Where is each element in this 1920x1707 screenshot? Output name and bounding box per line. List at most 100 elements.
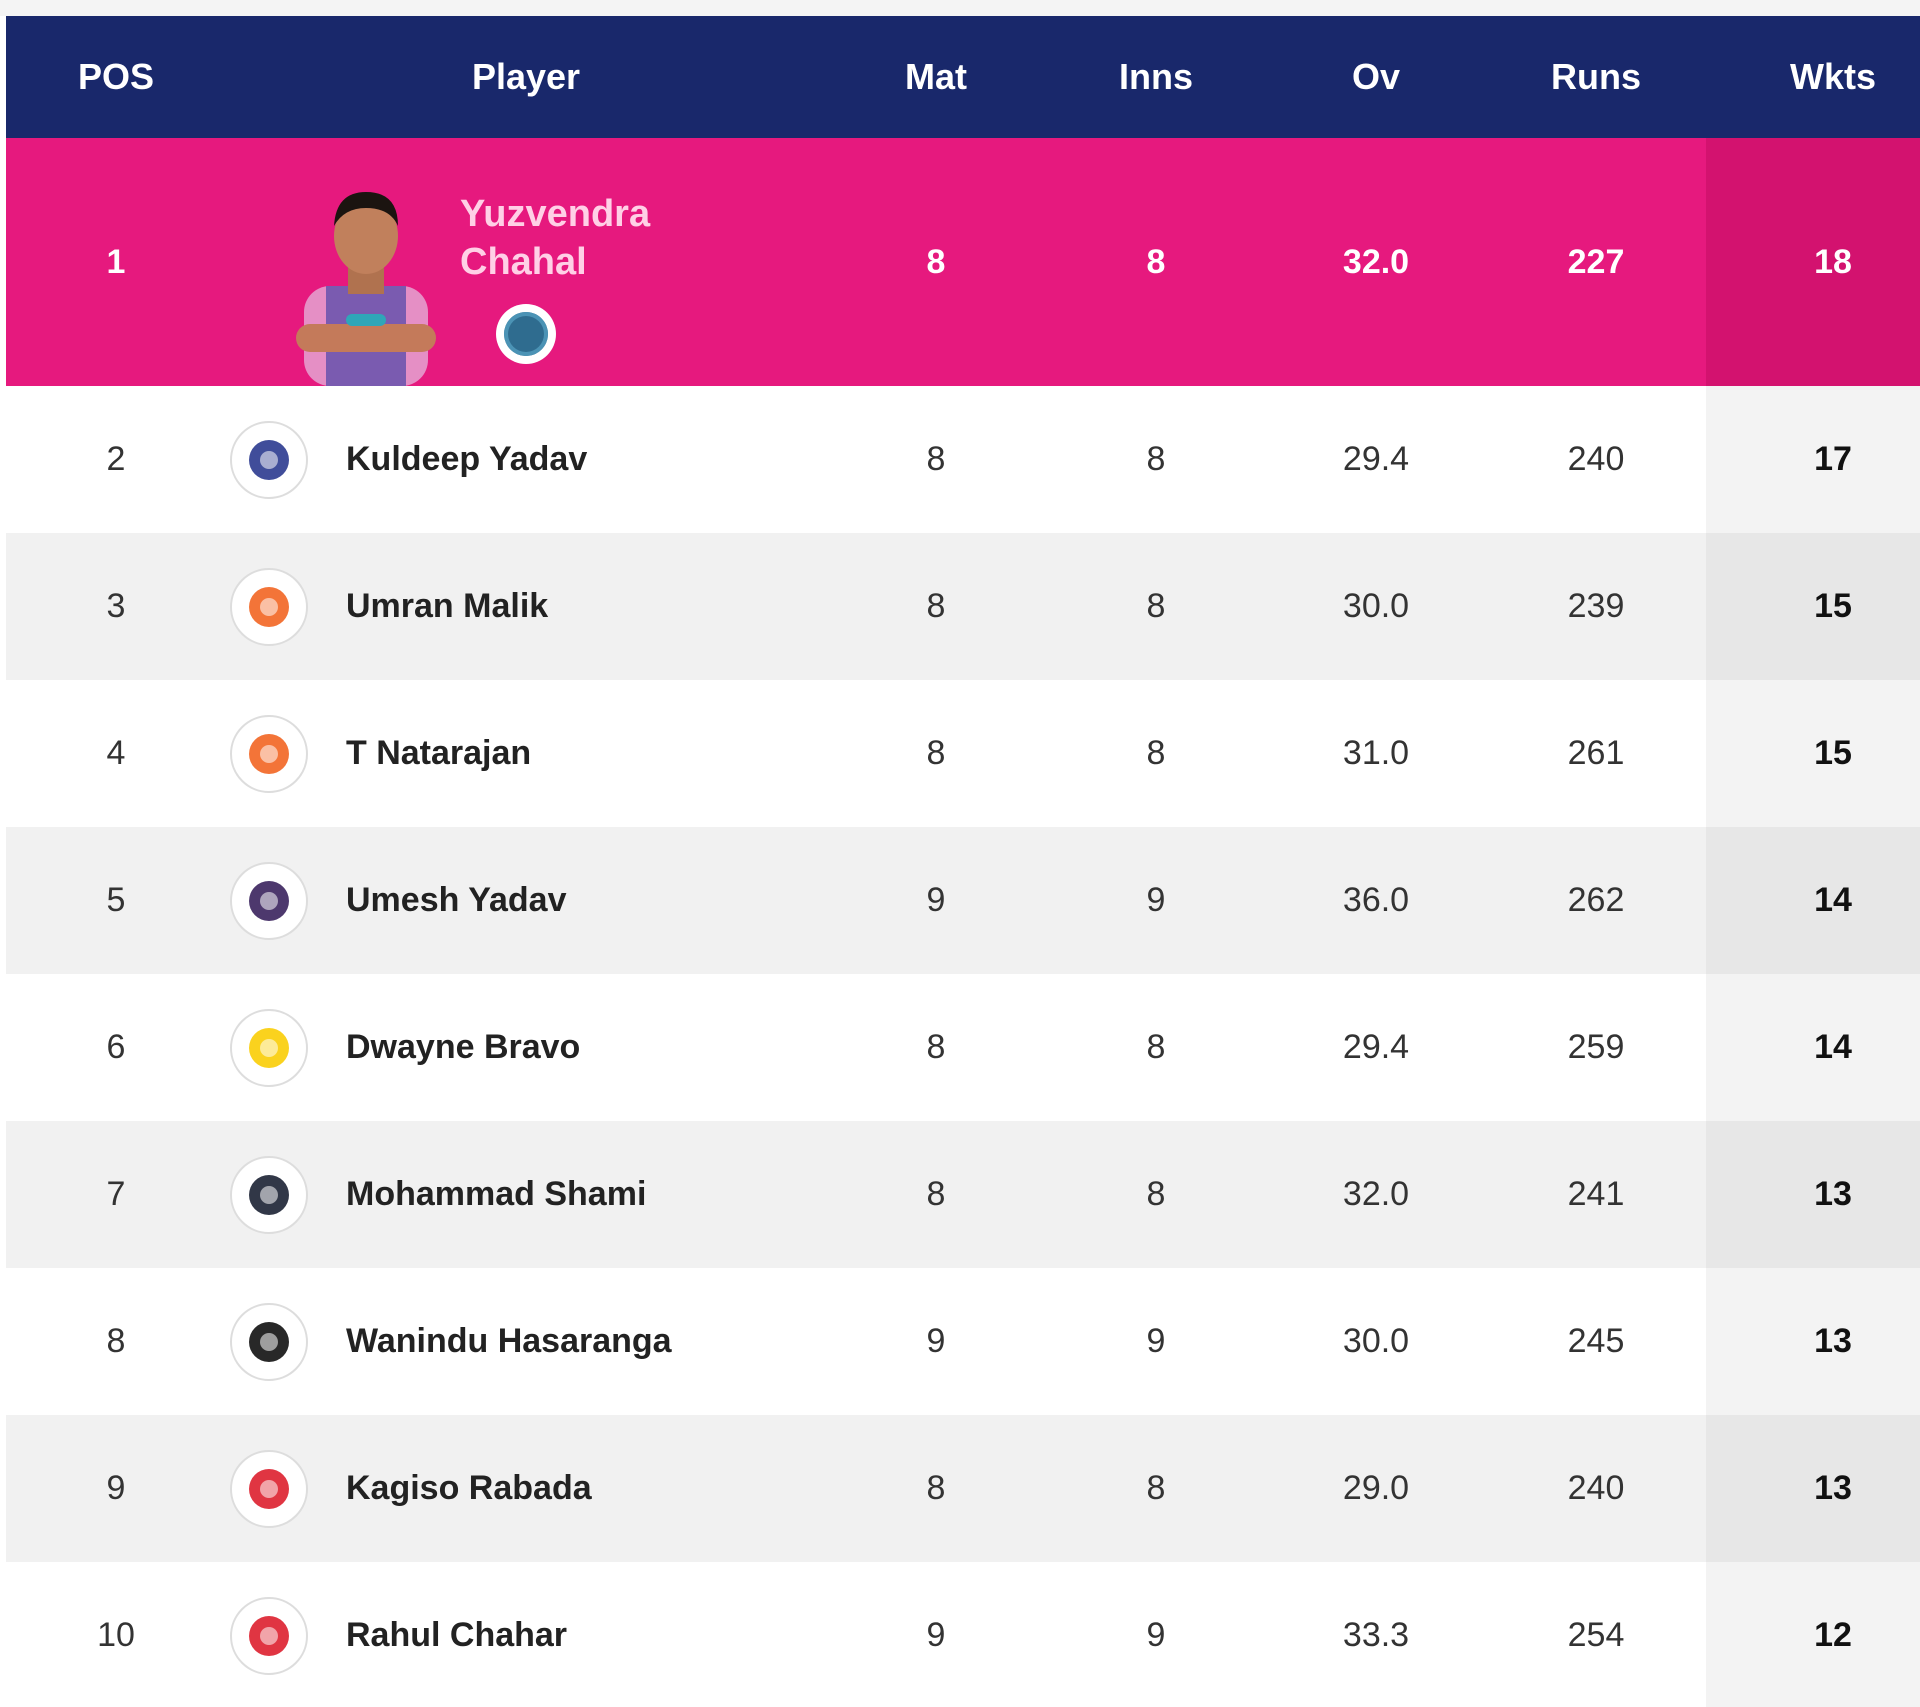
rcb-logo-icon (230, 1302, 308, 1381)
leader-inns: 8 (1146, 242, 1166, 281)
row-runs: 239 (1567, 587, 1625, 625)
leader-wkts: 18 (1706, 138, 1920, 386)
player-name[interactable]: Mohammad Shami (346, 1175, 647, 1213)
row-player-cell: Rahul Chahar (226, 1596, 826, 1675)
row-ov: 31.0 (1342, 734, 1410, 772)
table-row[interactable]: 7 Mohammad Shami 8 8 32.0 241 13 (6, 1121, 1920, 1268)
row-player-cell: T Natarajan (226, 714, 826, 793)
row-player-cell: Wanindu Hasaranga (226, 1302, 826, 1381)
table-row[interactable]: 3 Umran Malik 8 8 30.0 239 15 (6, 533, 1920, 680)
row-wkts: 13 (1706, 1415, 1920, 1562)
leader-pos: 1 (106, 242, 126, 281)
row-pos: 2 (106, 440, 126, 478)
top-strip (0, 0, 1920, 16)
row-player-cell: Umran Malik (226, 567, 826, 646)
table-row[interactable]: 8 Wanindu Hasaranga 9 9 30.0 245 13 (6, 1268, 1920, 1415)
row-mat: 9 (926, 881, 946, 919)
row-pos: 4 (106, 734, 126, 772)
row-inns: 9 (1146, 1322, 1166, 1360)
header-pos[interactable]: POS (77, 56, 155, 97)
player-name[interactable]: Kagiso Rabada (346, 1469, 592, 1507)
row-ov: 29.4 (1342, 440, 1410, 478)
row-mat: 8 (926, 734, 946, 772)
row-wkts: 12 (1706, 1562, 1920, 1707)
row-ov: 29.4 (1342, 1028, 1410, 1066)
row-player-cell: Mohammad Shami (226, 1155, 826, 1234)
row-ov: 33.3 (1342, 1616, 1410, 1654)
rr-logo-icon (496, 304, 556, 364)
header-runs[interactable]: Runs (1551, 56, 1641, 97)
row-ov: 30.0 (1342, 1322, 1410, 1360)
row-wkts: 14 (1706, 827, 1920, 974)
player-name[interactable]: Umran Malik (346, 587, 549, 625)
player-name[interactable]: Kuldeep Yadav (346, 440, 588, 478)
row-pos: 6 (106, 1028, 126, 1066)
header-wkts[interactable]: Wkts (1789, 56, 1876, 97)
row-mat: 8 (926, 440, 946, 478)
leader-player-name[interactable]: Yuzvendra Chahal (460, 193, 651, 283)
leader-runs: 227 (1567, 242, 1625, 281)
row-mat: 8 (926, 1028, 946, 1066)
table-row[interactable]: 9 Kagiso Rabada 8 8 29.0 240 13 (6, 1415, 1920, 1562)
row-wkts: 15 (1706, 533, 1920, 680)
table-row[interactable]: 6 Dwayne Bravo 8 8 29.4 259 14 (6, 974, 1920, 1121)
row-player-cell: Kagiso Rabada (226, 1449, 826, 1528)
row-runs: 240 (1567, 1469, 1625, 1507)
row-mat: 9 (926, 1616, 946, 1654)
row-wkts: 14 (1706, 974, 1920, 1121)
kkr-logo-icon (230, 861, 308, 940)
table-header: POS Player Mat Inns Ov Runs Wkts (6, 16, 1920, 138)
player-name[interactable]: Wanindu Hasaranga (346, 1322, 672, 1360)
srh-logo-icon (230, 714, 308, 793)
row-player-cell: Kuldeep Yadav (226, 420, 826, 499)
row-player-cell: Dwayne Bravo (226, 1008, 826, 1087)
player-photo (296, 192, 436, 386)
leader-player-cell: Yuzvendra Chahal (226, 138, 826, 386)
row-inns: 8 (1146, 1028, 1166, 1066)
player-name[interactable]: Dwayne Bravo (346, 1028, 581, 1066)
pbks-logo-icon (230, 1596, 308, 1675)
row-inns: 8 (1146, 734, 1166, 772)
row-ov: 36.0 (1342, 881, 1410, 919)
row-wkts: 17 (1706, 386, 1920, 533)
row-player-cell: Umesh Yadav (226, 861, 826, 940)
row-pos: 7 (106, 1175, 126, 1213)
row-wkts: 15 (1706, 680, 1920, 827)
row-inns: 8 (1146, 587, 1166, 625)
row-ov: 29.0 (1342, 1469, 1410, 1507)
player-name[interactable]: Umesh Yadav (346, 881, 567, 919)
header-mat[interactable]: Mat (905, 56, 967, 97)
row-ov: 30.0 (1342, 587, 1410, 625)
leader-ov: 32.0 (1342, 242, 1410, 281)
table-row[interactable]: 5 Umesh Yadav 9 9 36.0 262 14 (6, 827, 1920, 974)
table-row[interactable]: 10 Rahul Chahar 9 9 33.3 254 12 (6, 1562, 1920, 1707)
leader-mat: 8 (926, 242, 946, 281)
row-runs: 261 (1567, 734, 1625, 772)
row-inns: 8 (1146, 440, 1166, 478)
srh-logo-icon (230, 567, 308, 646)
row-pos: 8 (106, 1322, 126, 1360)
header-ov[interactable]: Ov (1351, 56, 1401, 97)
row-runs: 262 (1567, 881, 1625, 919)
row-runs: 259 (1567, 1028, 1625, 1066)
bowling-leaderboard-table: POS Player Mat Inns Ov Runs Wkts 1 Yuzve… (6, 16, 1920, 1707)
row-runs: 245 (1567, 1322, 1625, 1360)
pbks-logo-icon (230, 1449, 308, 1528)
header-player[interactable]: Player (471, 56, 581, 97)
row-wkts: 13 (1706, 1121, 1920, 1268)
row-inns: 9 (1146, 1616, 1166, 1654)
row-mat: 8 (926, 1175, 946, 1213)
row-inns: 9 (1146, 881, 1166, 919)
header-inns[interactable]: Inns (1118, 56, 1193, 97)
table-body: 2 Kuldeep Yadav 8 8 29.4 240 17 3 Umran Malik 8 8 3… (6, 386, 1920, 1707)
row-mat: 9 (926, 1322, 946, 1360)
table-row[interactable]: 4 T Natarajan 8 8 31.0 261 15 (6, 680, 1920, 827)
player-name[interactable]: T Natarajan (346, 734, 532, 772)
player-name[interactable]: Rahul Chahar (346, 1616, 568, 1654)
dc-logo-icon (230, 420, 308, 499)
table-row[interactable]: 2 Kuldeep Yadav 8 8 29.4 240 17 (6, 386, 1920, 533)
leader-row[interactable]: 1 Yuzvendra Chahal 8 8 32.0 227 18 (6, 138, 1920, 386)
row-runs: 241 (1567, 1175, 1625, 1213)
csk-logo-icon (230, 1008, 308, 1087)
row-wkts: 13 (1706, 1268, 1920, 1415)
